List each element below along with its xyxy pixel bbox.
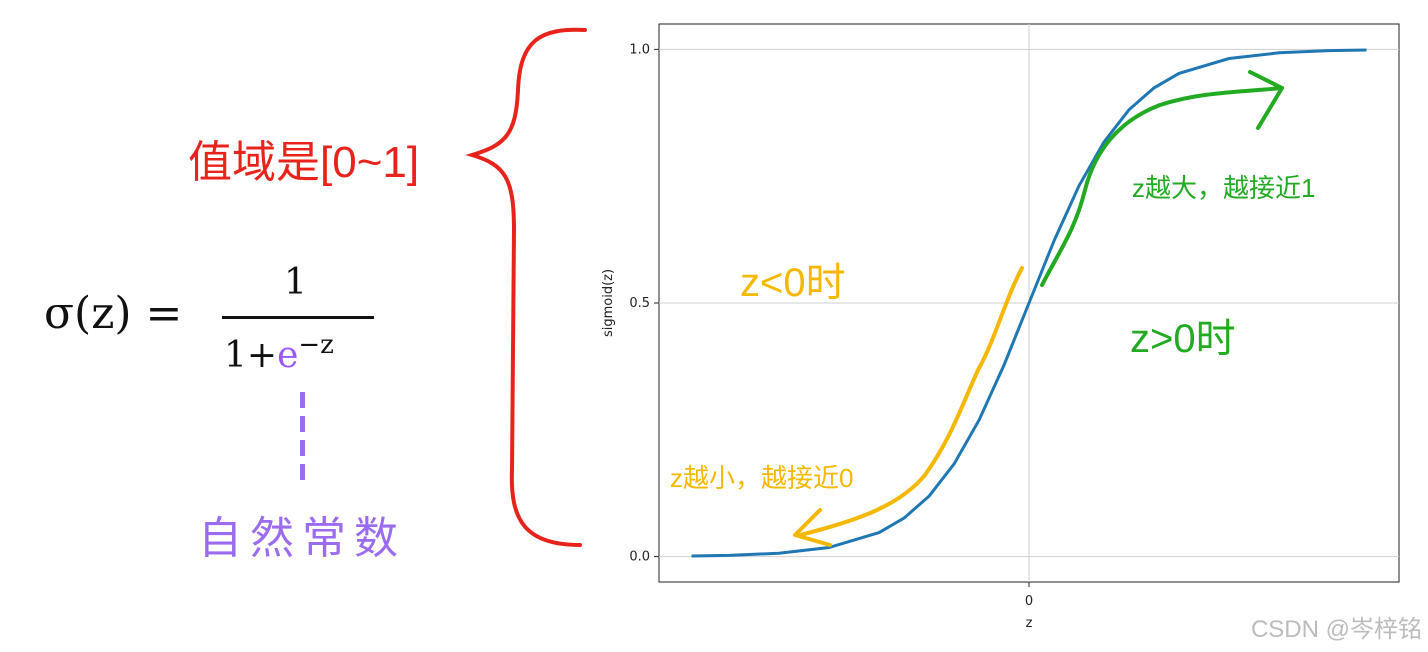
- exponent: −z: [298, 330, 334, 360]
- formula-denominator: 1+e−z: [224, 330, 334, 376]
- x-axis-label: z: [1026, 616, 1033, 631]
- orange-arrowhead-icon: [793, 508, 832, 547]
- x-tick-label: 0: [1025, 594, 1033, 609]
- range-brace: [465, 27, 587, 547]
- y-axis-label: sigmoid(z): [601, 269, 616, 337]
- annotation-z-smaller: z越小，越接近0: [670, 463, 854, 493]
- range-label: 值域是[0~1]: [188, 138, 420, 187]
- annotation-z-larger: z越大，越接近1: [1132, 173, 1316, 203]
- euler-e: e: [277, 335, 299, 376]
- y-tick-label: 1.0: [629, 42, 650, 57]
- annotation-z-greater-than-0: z>0时: [1130, 317, 1236, 361]
- orange-arrow: [798, 266, 1024, 537]
- fraction-bar: [222, 316, 374, 319]
- formula-lhs: σ(z) =: [44, 288, 183, 339]
- sigmoid-curve: [691, 48, 1367, 558]
- euler-pointer-dashed-line: [300, 392, 305, 488]
- denominator-prefix: 1+: [224, 335, 278, 376]
- green-arrowhead-icon: [1248, 70, 1284, 130]
- green-arrow: [1040, 86, 1284, 287]
- formula-numerator: 1: [284, 262, 307, 303]
- euler-constant-label: 自然常数: [198, 513, 406, 564]
- y-tick-label: 0.5: [629, 296, 650, 311]
- watermark: CSDN @岑梓铭: [1250, 616, 1422, 643]
- y-tick-label: 0.0: [629, 550, 650, 565]
- annotation-z-less-than-0: z<0时: [740, 261, 846, 305]
